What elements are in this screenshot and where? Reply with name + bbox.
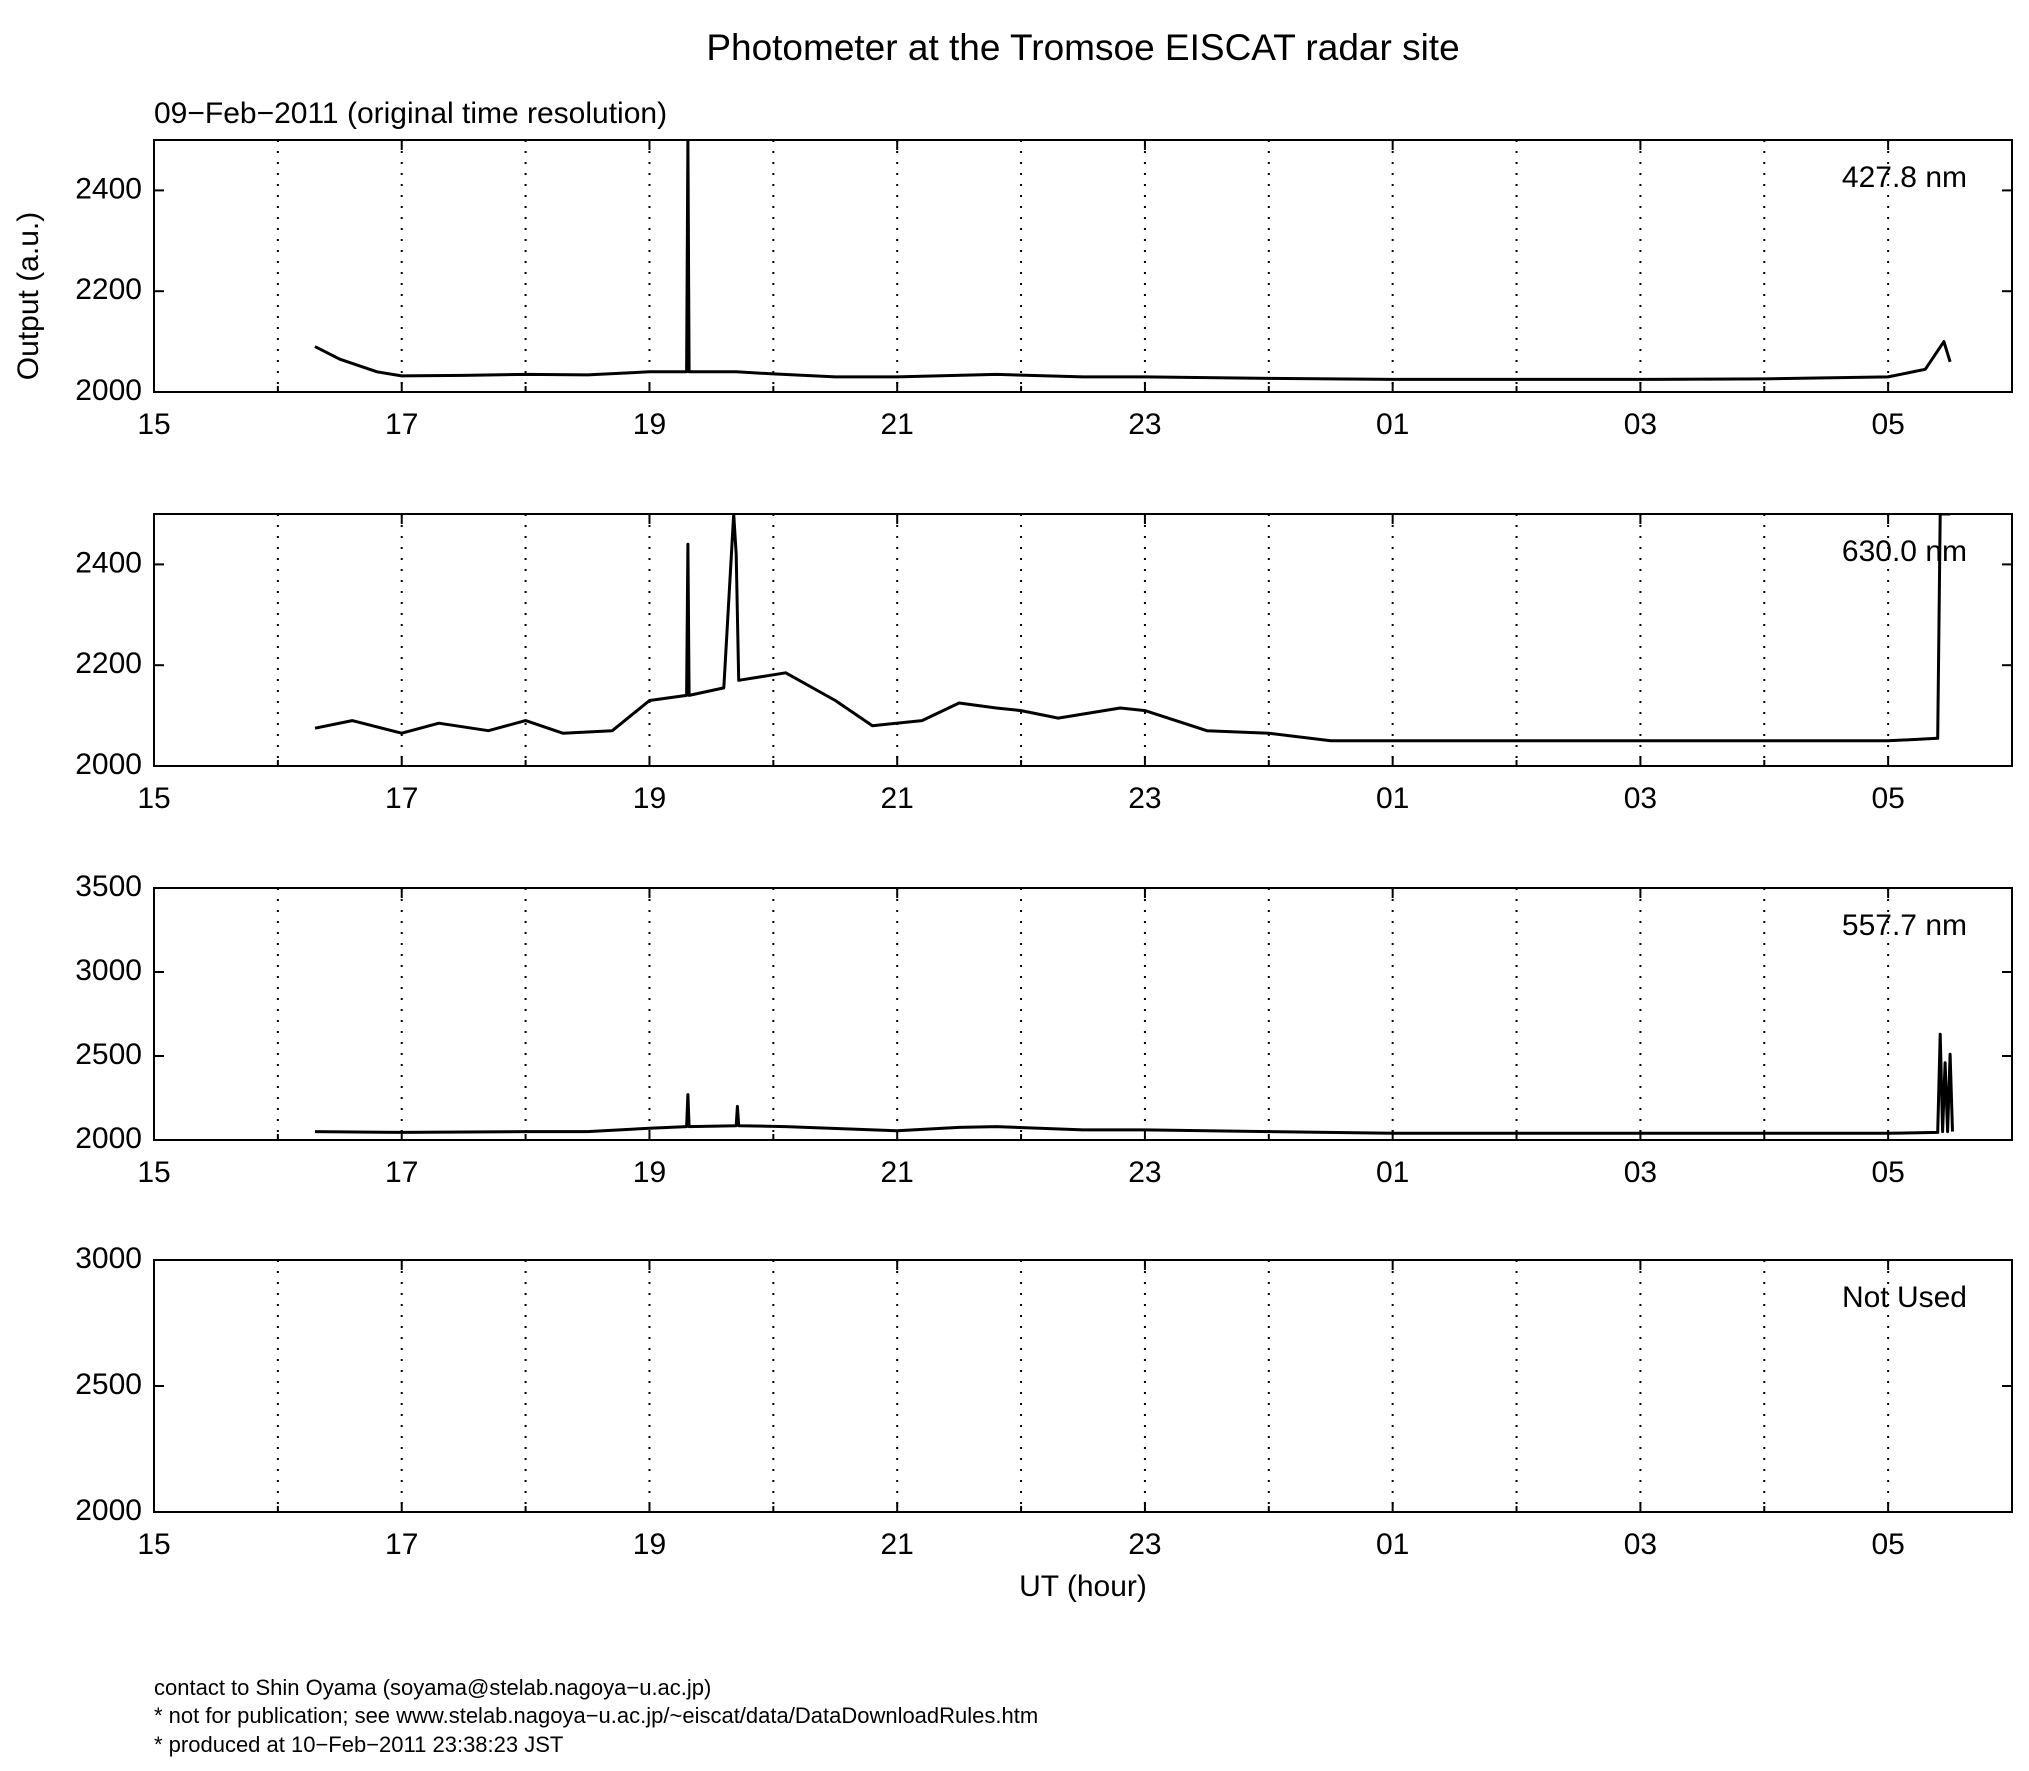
plot-frame xyxy=(153,1259,2013,1513)
x-tick-label: 23 xyxy=(1128,782,1161,815)
footer-line: contact to Shin Oyama (soyama@stelab.nag… xyxy=(154,1675,711,1700)
x-tick-label: 03 xyxy=(1624,408,1657,441)
data-line xyxy=(314,140,1952,381)
x-tick-label: 23 xyxy=(1128,1156,1161,1189)
x-tick-label: 05 xyxy=(1871,1156,1904,1189)
x-axis-label: UT (hour) xyxy=(1019,1570,1147,1603)
x-tick-label: 01 xyxy=(1376,1528,1409,1561)
x-tick-label: 19 xyxy=(633,1528,666,1561)
x-tick-label: 23 xyxy=(1128,408,1161,441)
y-tick-label: 3000 xyxy=(75,954,142,987)
y-tick-label: 2500 xyxy=(75,1038,142,1071)
x-tick-label: 15 xyxy=(137,408,170,441)
x-tick-label: 03 xyxy=(1624,1156,1657,1189)
y-tick-label: 2200 xyxy=(75,647,142,680)
x-tick-label: 15 xyxy=(137,1528,170,1561)
plot-frame xyxy=(153,139,2013,393)
y-axis-label: Output (a.u.) xyxy=(12,212,45,380)
x-tick-label: 03 xyxy=(1624,782,1657,815)
x-tick-label: 17 xyxy=(385,1528,418,1561)
chart-title: Photometer at the Tromsoe EISCAT radar s… xyxy=(706,27,1459,68)
x-tick-label: 19 xyxy=(633,1156,666,1189)
x-tick-label: 19 xyxy=(633,782,666,815)
panel-label: 427.8 nm xyxy=(1842,161,1967,194)
footer-line: * not for publication; see www.stelab.na… xyxy=(154,1703,1038,1728)
data-line xyxy=(314,1032,1954,1135)
x-tick-label: 21 xyxy=(881,408,914,441)
x-tick-label: 15 xyxy=(137,1156,170,1189)
panel-label: 630.0 nm xyxy=(1842,535,1967,568)
x-tick-label: 05 xyxy=(1871,1528,1904,1561)
y-tick-label: 2400 xyxy=(75,546,142,579)
x-tick-label: 19 xyxy=(633,408,666,441)
x-tick-label: 15 xyxy=(137,782,170,815)
x-tick-label: 17 xyxy=(385,1156,418,1189)
x-tick-label: 03 xyxy=(1624,1528,1657,1561)
x-tick-label: 01 xyxy=(1376,1156,1409,1189)
x-tick-label: 21 xyxy=(881,782,914,815)
data-line xyxy=(314,514,1951,743)
panel-label: 557.7 nm xyxy=(1842,909,1967,942)
subtitle: 09−Feb−2011 (original time resolution) xyxy=(154,97,667,130)
y-tick-label: 2000 xyxy=(75,1494,142,1527)
y-tick-label: 2000 xyxy=(75,374,142,407)
footer-line: * produced at 10−Feb−2011 23:38:23 JST xyxy=(154,1732,563,1757)
plot-frame xyxy=(153,887,2013,1141)
y-tick-label: 2000 xyxy=(75,1122,142,1155)
panel-label: Not Used xyxy=(1842,1281,1967,1314)
x-tick-label: 23 xyxy=(1128,1528,1161,1561)
x-tick-label: 17 xyxy=(385,782,418,815)
y-tick-label: 2500 xyxy=(75,1368,142,1401)
x-tick-label: 01 xyxy=(1376,782,1409,815)
x-tick-label: 21 xyxy=(881,1156,914,1189)
x-tick-label: 17 xyxy=(385,408,418,441)
y-tick-label: 2200 xyxy=(75,273,142,306)
x-tick-label: 21 xyxy=(881,1528,914,1561)
y-tick-label: 3500 xyxy=(75,870,142,903)
x-tick-label: 01 xyxy=(1376,408,1409,441)
plot-frame xyxy=(153,513,2013,767)
x-tick-label: 05 xyxy=(1871,408,1904,441)
x-tick-label: 05 xyxy=(1871,782,1904,815)
y-tick-label: 2400 xyxy=(75,172,142,205)
y-tick-label: 2000 xyxy=(75,748,142,781)
y-tick-label: 3000 xyxy=(75,1242,142,1275)
